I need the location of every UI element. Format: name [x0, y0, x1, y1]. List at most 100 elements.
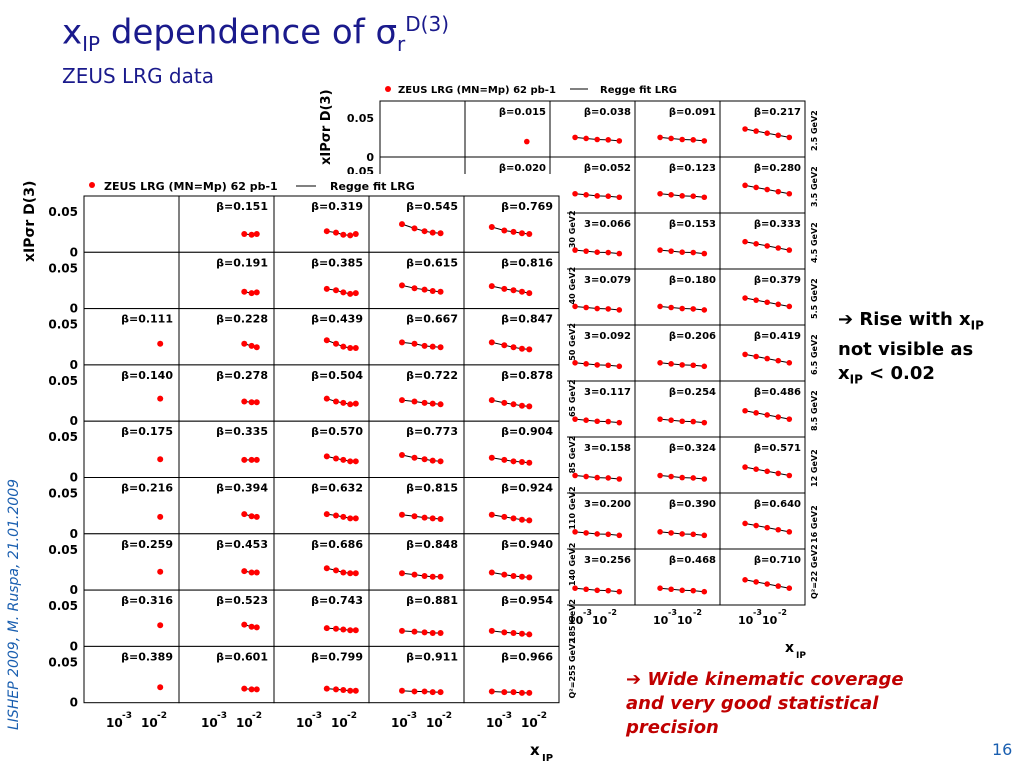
data-point — [248, 456, 255, 463]
note-rise: ➔ Rise with xIP not visible as xIP < 0.0… — [838, 309, 984, 387]
back-cell — [719, 268, 806, 326]
front-ytick: 0.05 — [48, 318, 78, 332]
data-point — [764, 355, 770, 362]
front-ytick: 0 — [70, 302, 78, 316]
data-point — [572, 360, 578, 366]
data-point — [253, 344, 260, 351]
beta-label: β=0.966 — [501, 650, 553, 663]
data-point — [510, 515, 517, 522]
back-cell — [634, 380, 721, 438]
front-xtick-exp: -3 — [217, 711, 227, 721]
front-xtick-exp: -2 — [252, 711, 262, 721]
data-point — [333, 686, 339, 693]
data-point — [157, 513, 164, 520]
data-point — [399, 687, 405, 694]
back-cell — [634, 324, 721, 382]
q2-label-back: 6.5 GeV2 — [810, 334, 819, 375]
data-point — [352, 627, 359, 634]
data-point — [518, 573, 525, 580]
data-point — [679, 362, 685, 368]
q2-label-front: 185 GeV2 — [568, 599, 577, 642]
front-ytick: 0.05 — [48, 599, 78, 613]
data-point — [701, 419, 708, 426]
data-point — [572, 529, 578, 535]
beta-label: β=0.710 — [754, 555, 801, 566]
beta-label: β=0.228 — [216, 313, 268, 326]
front-ytick: 0.05 — [48, 430, 78, 444]
data-point — [786, 247, 793, 253]
data-point — [399, 221, 405, 228]
front-xtick-exp: -2 — [442, 711, 452, 721]
data-point — [518, 345, 525, 352]
data-point — [594, 362, 600, 368]
data-point — [248, 686, 255, 693]
data-point — [594, 193, 600, 199]
q2-label-back: 16 GeV2 — [810, 505, 819, 543]
q2-label-back: Q²=22 GeV2 — [810, 544, 819, 599]
data-point — [742, 126, 748, 132]
beta-label: 3=0.200 — [584, 499, 631, 510]
data-point — [437, 344, 444, 351]
front-xtick: 10 — [236, 716, 253, 730]
data-point — [657, 190, 663, 197]
data-point — [657, 472, 663, 479]
front-xtick: 10 — [426, 716, 443, 730]
data-point — [501, 285, 508, 292]
data-point — [518, 459, 525, 466]
data-point — [510, 287, 517, 294]
front-ytick: 0 — [70, 245, 78, 259]
front-cell — [368, 645, 465, 704]
data-point — [616, 250, 623, 257]
data-point — [501, 629, 508, 636]
beta-label: β=0.878 — [501, 369, 553, 382]
beta-label: β=0.217 — [754, 107, 801, 118]
data-point — [253, 513, 260, 520]
back-cell — [719, 100, 806, 158]
data-point — [742, 351, 748, 358]
front-ytick: 0 — [70, 583, 78, 597]
q2-label-front: 40 GeV2 — [568, 267, 577, 305]
data-point — [594, 587, 600, 594]
data-point — [253, 289, 260, 296]
front-cell — [273, 308, 370, 366]
data-point — [605, 137, 612, 143]
data-point — [411, 340, 418, 347]
data-point — [429, 400, 436, 407]
data-point — [421, 456, 428, 463]
front-xtick: 10 — [486, 716, 503, 730]
front-cell — [273, 364, 370, 422]
data-point — [518, 402, 525, 409]
front-cell — [273, 477, 370, 535]
data-point — [594, 305, 600, 312]
back-cell — [719, 324, 806, 382]
beta-label: β=0.468 — [669, 555, 716, 566]
beta-label: β=0.316 — [121, 594, 173, 607]
back-cell — [719, 548, 806, 606]
data-point — [347, 515, 354, 522]
q2-label-front: 85 GeV2 — [568, 436, 577, 474]
data-point — [411, 398, 418, 405]
data-point — [333, 567, 339, 574]
data-point — [657, 585, 663, 591]
data-point — [572, 134, 578, 141]
legend-marker-back — [385, 86, 391, 92]
data-point — [323, 453, 330, 460]
data-point — [616, 363, 623, 370]
data-point — [437, 630, 444, 637]
front-cell — [463, 533, 560, 591]
data-point — [399, 339, 405, 346]
data-point — [753, 466, 759, 473]
data-point — [399, 627, 405, 634]
data-point — [690, 587, 697, 594]
data-point — [347, 401, 354, 408]
data-point — [690, 475, 697, 481]
note-coverage: ➔ Wide kinematic coverage and very good … — [626, 669, 904, 738]
data-point — [583, 361, 589, 367]
data-point — [501, 513, 508, 520]
data-point — [411, 225, 418, 232]
beta-label: β=0.769 — [501, 200, 553, 213]
back-xlabel: x — [785, 640, 794, 656]
data-point — [488, 223, 495, 230]
front-xtick-exp: -3 — [312, 711, 322, 721]
data-point — [583, 135, 589, 142]
